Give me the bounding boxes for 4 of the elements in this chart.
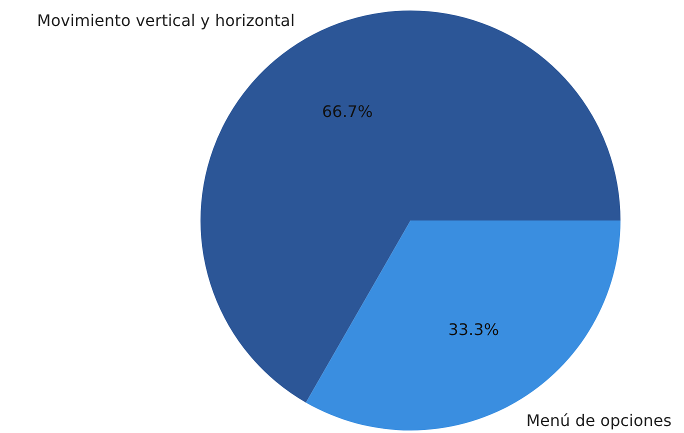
- data-label: 33.3%: [448, 320, 500, 340]
- slice-label: Movimiento vertical y horizontal: [37, 11, 295, 30]
- data-label: 66.7%: [322, 102, 373, 121]
- slice-label: Menú de opciones: [526, 410, 672, 430]
